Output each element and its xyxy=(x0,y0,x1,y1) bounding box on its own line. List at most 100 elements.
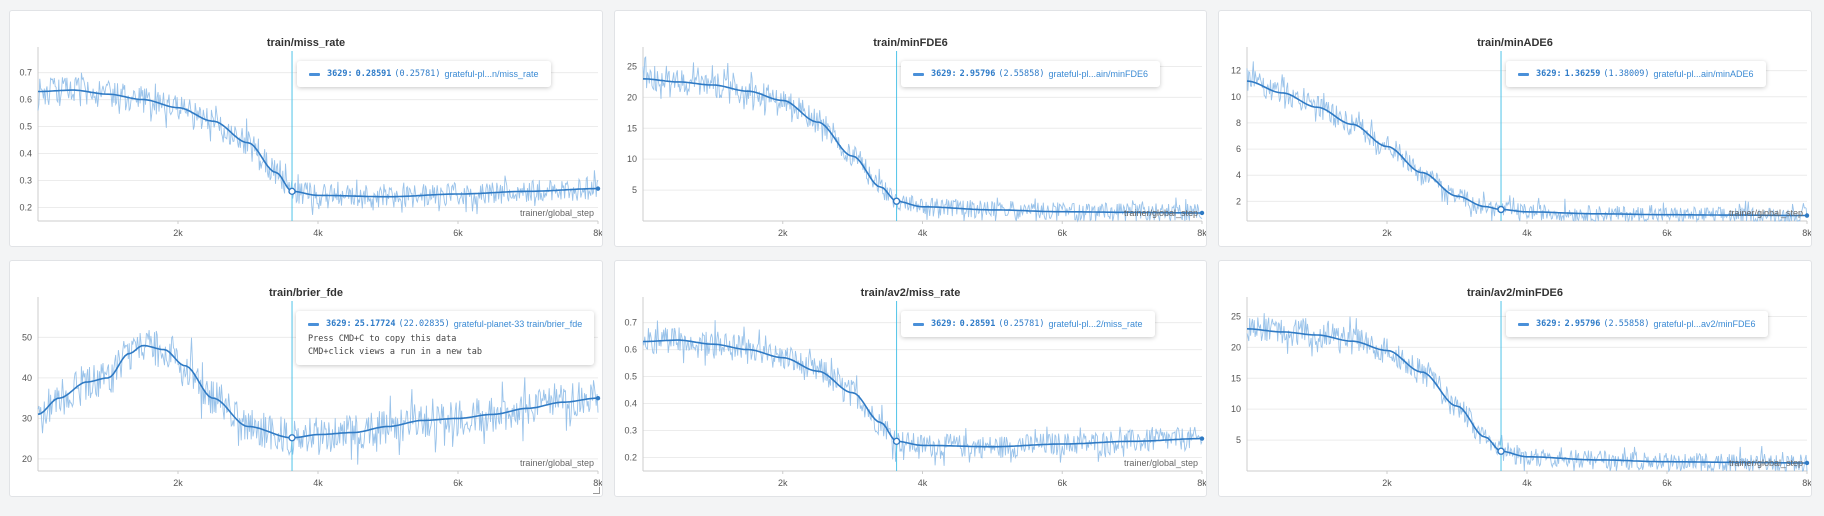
x-tick-label: 2k xyxy=(778,478,788,488)
tooltip-run-link[interactable]: grateful-pl...ain/minADE6 xyxy=(1653,69,1754,79)
y-tick-label: 0.4 xyxy=(19,149,32,159)
hover-point-marker xyxy=(288,434,296,442)
raw-series-line xyxy=(642,55,1203,223)
series-swatch-icon xyxy=(308,322,319,326)
x-tick-label: 2k xyxy=(1382,478,1392,488)
y-tick-label: 15 xyxy=(627,123,637,133)
x-tick-label: 2k xyxy=(778,228,788,238)
smoothed-series-line xyxy=(1246,80,1807,217)
panel-title: train/brier_fde xyxy=(269,287,343,299)
x-tick-label: 4k xyxy=(1522,228,1532,238)
raw-series-line xyxy=(642,320,1203,466)
chart-panel-miss-rate[interactable]: 0.2 0.3 0.4 0.5 0.6 0.7 2k 4k 6k 8k trainer/global… xyxy=(9,10,603,247)
y-tick-label: 5 xyxy=(632,185,637,195)
x-tick-label: 6k xyxy=(1662,228,1672,238)
y-tick-label: 4 xyxy=(1236,170,1241,180)
value-tooltip: 3629: 0.28591 (0.25781) grateful-pl...2/… xyxy=(901,311,1155,337)
x-tick-label: 4k xyxy=(1522,478,1532,488)
tooltip-step: 3629: xyxy=(327,69,353,79)
chart-panel-av2-miss-rate[interactable]: 0.2 0.3 0.4 0.5 0.6 0.7 2k 4k 6k 8k trainer/global… xyxy=(614,260,1207,497)
panel-title: train/minADE6 xyxy=(1477,37,1553,49)
value-tooltip: 3629: 2.95796 (2.55858) grateful-pl...ai… xyxy=(901,61,1161,87)
value-tooltip: 3629: 0.28591 (0.25781) grateful-pl...n/… xyxy=(297,61,551,87)
chart-panel-minade6[interactable]: 2 4 6 8 10 12 2k 4k 6k 8k trainer/global_step trai… xyxy=(1218,10,1812,247)
line-chart[interactable]: 20 30 40 50 2k 4k 6k 8k trainer/global_step xyxy=(10,261,603,497)
y-tick-label: 20 xyxy=(22,454,32,464)
y-tick-label: 0.5 xyxy=(624,372,637,382)
y-tick-label: 40 xyxy=(22,373,32,383)
chart-panel-brier-fde[interactable]: 20 30 40 50 2k 4k 6k 8k trainer/global_step trai… xyxy=(9,260,603,497)
tooltip-run-link[interactable]: grateful-planet-33 train/brier_fde xyxy=(453,319,583,329)
tooltip-smoothed: (2.55858) xyxy=(998,69,1045,79)
panel-title: train/miss_rate xyxy=(266,37,346,49)
y-tick-label: 0.3 xyxy=(19,176,32,186)
tooltip-hint-open-tab: CMD+click views a run in a new tab xyxy=(308,347,482,357)
resize-handle[interactable] xyxy=(593,487,600,494)
x-tick-label: 8k xyxy=(1802,228,1812,238)
panel-title: train/minFDE6 xyxy=(873,37,948,49)
y-tick-label: 20 xyxy=(1231,342,1241,352)
x-tick-label: 8k xyxy=(593,478,603,488)
y-tick-label: 0.2 xyxy=(624,453,637,463)
smoothed-series-line xyxy=(642,78,1202,214)
y-tick-label: 25 xyxy=(1231,311,1241,321)
x-tick-label: 8k xyxy=(593,228,603,238)
value-tooltip: 3629: 25.17724 (22.02835) grateful-plane… xyxy=(296,311,595,365)
x-tick-label: 6k xyxy=(1662,478,1672,488)
x-tick-label: 8k xyxy=(1802,478,1812,488)
x-tick-label: 8k xyxy=(1197,478,1207,488)
tooltip-step: 3629: xyxy=(326,319,352,329)
series-end-point xyxy=(595,186,601,191)
tooltip-run-link[interactable]: grateful-pl...av2/minFDE6 xyxy=(1653,319,1756,329)
value-tooltip: 3629: 1.36259 (1.38009) grateful-pl...ai… xyxy=(1506,61,1766,87)
tooltip-step: 3629: xyxy=(1536,69,1562,79)
series-end-point xyxy=(1804,213,1810,218)
x-tick-label: 6k xyxy=(453,478,463,488)
tooltip-run-link[interactable]: grateful-pl...2/miss_rate xyxy=(1048,319,1143,329)
tooltip-smoothed: (0.25781) xyxy=(394,69,441,79)
y-tick-label: 30 xyxy=(22,413,32,423)
x-axis-label: trainer/global_step xyxy=(520,458,594,468)
x-tick-label: 6k xyxy=(453,228,463,238)
line-chart[interactable]: 0.2 0.3 0.4 0.5 0.6 0.7 2k 4k 6k 8k trainer/global… xyxy=(10,11,603,247)
x-tick-label: 6k xyxy=(1057,478,1067,488)
tooltip-run-link[interactable]: grateful-pl...ain/minFDE6 xyxy=(1048,69,1149,79)
y-tick-label: 6 xyxy=(1236,144,1241,154)
series-end-point xyxy=(1804,460,1810,466)
hover-point-marker xyxy=(1497,205,1505,214)
y-tick-label: 0.6 xyxy=(624,345,637,355)
tooltip-smoothed: (2.55858) xyxy=(1603,319,1650,329)
tooltip-value: 2.95796 xyxy=(959,69,996,79)
chart-panel-minfde6[interactable]: 5 10 15 20 25 2k 4k 6k 8k trainer/global_step tra… xyxy=(614,10,1207,247)
raw-series-line xyxy=(37,330,599,465)
tooltip-hint-copy: Press CMD+C to copy this data xyxy=(308,334,457,344)
hover-point-marker xyxy=(1497,447,1505,455)
x-tick-label: 4k xyxy=(313,228,323,238)
x-tick-label: 4k xyxy=(918,478,928,488)
raw-series-line xyxy=(1246,313,1808,473)
tooltip-step: 3629: xyxy=(1536,319,1562,329)
y-tick-label: 0.4 xyxy=(624,399,637,409)
raw-series-line xyxy=(37,72,599,215)
smoothed-series-line xyxy=(1246,328,1807,464)
series-end-point xyxy=(595,395,601,401)
value-tooltip: 3629: 2.95796 (2.55858) grateful-pl...av… xyxy=(1506,311,1768,337)
chart-panel-av2-minfde6[interactable]: 5 10 15 20 25 2k 4k 6k 8k trainer/global_step tra… xyxy=(1218,260,1812,497)
y-tick-label: 0.2 xyxy=(19,203,32,213)
hover-point-marker xyxy=(892,437,901,446)
tooltip-value: 2.95796 xyxy=(1564,319,1601,329)
x-axis-label: trainer/global_step xyxy=(520,208,594,218)
y-tick-label: 20 xyxy=(627,92,637,102)
tooltip-run-link[interactable]: grateful-pl...n/miss_rate xyxy=(444,69,539,79)
series-swatch-icon xyxy=(913,72,924,76)
hover-point-marker xyxy=(892,197,901,205)
line-chart[interactable]: 2 4 6 8 10 12 2k 4k 6k 8k trainer/global_step xyxy=(1219,11,1812,247)
series-swatch-icon xyxy=(1518,72,1529,76)
series-swatch-icon xyxy=(309,72,320,76)
x-tick-label: 6k xyxy=(1057,228,1067,238)
x-axis-label: trainer/global_step xyxy=(1729,458,1803,468)
y-tick-label: 8 xyxy=(1236,118,1241,128)
y-tick-label: 0.3 xyxy=(624,426,637,436)
tooltip-smoothed: (22.02835) xyxy=(398,319,450,329)
line-chart[interactable]: 0.2 0.3 0.4 0.5 0.6 0.7 2k 4k 6k 8k trainer/global… xyxy=(615,261,1207,497)
